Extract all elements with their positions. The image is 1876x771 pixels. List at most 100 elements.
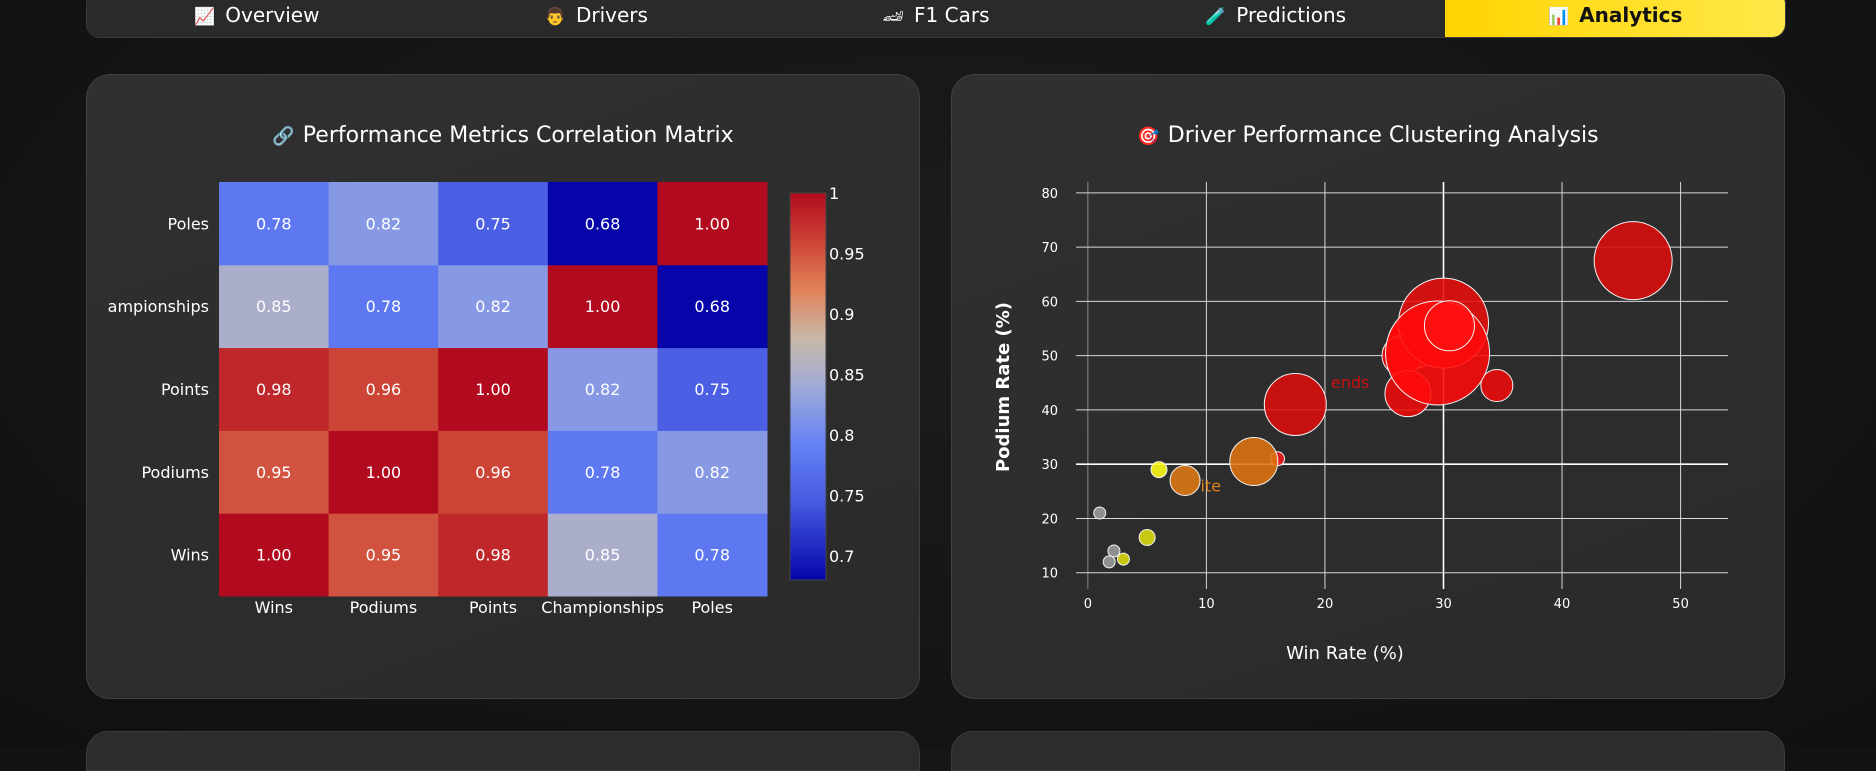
driver-icon: 👨 bbox=[544, 7, 566, 27]
heatmap-cell-label: 0.78 bbox=[366, 297, 402, 316]
x-tick-label: 30 bbox=[1435, 597, 1452, 612]
heatmap-cell bbox=[219, 430, 330, 514]
heatmap-x-tick-label: Wins bbox=[255, 598, 293, 617]
heatmap-cell bbox=[328, 347, 439, 431]
target-icon: 🎯 bbox=[1137, 126, 1160, 147]
clustering-title-text: Driver Performance Clustering Analysis bbox=[1167, 123, 1599, 148]
heatmap-cell-label: 0.98 bbox=[256, 380, 292, 399]
heatmap-cell-label: 0.96 bbox=[475, 463, 511, 482]
y-tick-label: 60 bbox=[1041, 295, 1058, 310]
point-annotation: ends bbox=[1331, 373, 1369, 392]
bar-chart-icon: 📊 bbox=[1547, 7, 1570, 27]
link-icon: 🔗 bbox=[272, 126, 295, 147]
heatmap-cell-label: 0.96 bbox=[366, 380, 402, 399]
heatmap-cell-label: 0.68 bbox=[694, 297, 730, 316]
clustering-scatter: 0 10 20 30 40 50 10 20 30 40 50 60 70 80 ends ite Win Ra… bbox=[993, 182, 1728, 664]
test-tube-icon: 🧪 bbox=[1205, 7, 1227, 27]
heatmap-cell-label: 0.78 bbox=[585, 463, 621, 482]
data-point bbox=[1263, 372, 1327, 436]
heatmap-x-tick-label: Poles bbox=[691, 598, 733, 617]
race-car-icon: 🏎 bbox=[882, 7, 905, 27]
heatmap-cell-label: 0.78 bbox=[256, 214, 292, 233]
tab-label: Drivers bbox=[575, 3, 648, 27]
heatmap-y-tick-label: Podiums bbox=[141, 463, 209, 482]
x-tick-label: 0 bbox=[1084, 597, 1092, 612]
data-point bbox=[1480, 369, 1514, 402]
heatmap-cell bbox=[328, 182, 439, 266]
tab-analytics[interactable]: 📊 Analytics bbox=[1445, 0, 1785, 37]
chart-up-icon: 📈 bbox=[194, 7, 216, 27]
correlation-heatmap: 1.00 0.95 0.98 0.85 0.78 0.95 1.00 0.96 0.78 0.82… bbox=[108, 182, 865, 617]
data-point bbox=[1229, 436, 1279, 486]
colorbar-tick-label: 0.7 bbox=[829, 547, 854, 566]
heatmap-cell-label: 1.00 bbox=[694, 214, 730, 233]
tab-overview[interactable]: 📈 Overview bbox=[87, 0, 427, 37]
heatmap-cell-label: 0.68 bbox=[585, 214, 621, 233]
correlation-title-text: Performance Metrics Correlation Matrix bbox=[302, 123, 734, 148]
heatmap-cell-label: 0.85 bbox=[256, 297, 292, 316]
colorbar-tick-label: 0.9 bbox=[829, 305, 854, 324]
heatmap-y-tick-label: Wins bbox=[171, 546, 209, 565]
heatmap-cell bbox=[547, 182, 658, 266]
y-tick-label: 40 bbox=[1041, 404, 1058, 419]
tab-predictions[interactable]: 🧪 Predictions bbox=[1106, 0, 1446, 37]
heatmap-y-tick-label: Poles bbox=[168, 214, 210, 233]
tab-f1-cars[interactable]: 🏎 F1 Cars bbox=[766, 0, 1106, 37]
y-tick-label: 10 bbox=[1041, 567, 1058, 582]
colorbar-tick-label: 0.75 bbox=[829, 486, 865, 505]
heatmap-cell bbox=[438, 430, 549, 514]
data-point bbox=[1169, 464, 1201, 496]
heatmap-cell bbox=[328, 430, 439, 514]
x-tick-label: 20 bbox=[1317, 597, 1334, 612]
y-tick-label: 50 bbox=[1041, 350, 1058, 365]
heatmap-x-tick-label: Podiums bbox=[350, 598, 418, 617]
heatmap-cell-label: 0.82 bbox=[694, 463, 730, 482]
heatmap-cell-label: 0.95 bbox=[366, 546, 402, 565]
heatmap-cell-label: 0.75 bbox=[475, 214, 511, 233]
next-card-left bbox=[86, 731, 920, 771]
heatmap-cell-label: 0.85 bbox=[585, 546, 621, 565]
heatmap-cell bbox=[438, 264, 549, 349]
heatmap-cell-label: 1.00 bbox=[256, 546, 292, 565]
colorbar-tick-label: 0.8 bbox=[829, 426, 854, 445]
heatmap-cell-label: 0.82 bbox=[585, 380, 621, 399]
x-tick-label: 50 bbox=[1672, 597, 1689, 612]
x-tick-label: 40 bbox=[1554, 597, 1571, 612]
heatmap-cell bbox=[438, 513, 549, 597]
tab-label: Overview bbox=[225, 3, 320, 27]
heatmap-cell bbox=[547, 513, 658, 597]
data-point bbox=[1107, 544, 1121, 558]
heatmap-plot: 1.00 0.95 0.98 0.85 0.78 0.95 1.00 0.96 0.78 0.82… bbox=[108, 182, 768, 617]
heatmap-cell-label: 0.82 bbox=[366, 214, 402, 233]
heatmap-cell bbox=[328, 264, 439, 349]
tab-label: Predictions bbox=[1236, 3, 1347, 27]
y-tick-label: 20 bbox=[1041, 512, 1058, 527]
heatmap-cell bbox=[438, 182, 549, 266]
data-point bbox=[1102, 555, 1116, 569]
data-point bbox=[1138, 528, 1156, 546]
tab-drivers[interactable]: 👨 Drivers bbox=[427, 0, 767, 37]
heatmap-cell bbox=[219, 513, 330, 597]
heatmap-cell-label: 1.00 bbox=[475, 380, 511, 399]
heatmap-cell bbox=[547, 430, 658, 514]
heatmap-cell bbox=[657, 347, 768, 431]
heatmap-cell bbox=[657, 513, 768, 597]
heatmap-cell bbox=[438, 347, 549, 431]
correlation-card: 🔗 Performance Metrics Correlation Matrix … bbox=[86, 74, 920, 699]
heatmap-cell bbox=[219, 182, 330, 266]
y-axis-label: Podium Rate (%) bbox=[993, 302, 1014, 472]
y-tick-label: 30 bbox=[1041, 458, 1058, 473]
heatmap-cell-label: 1.00 bbox=[585, 297, 621, 316]
heatmap-y-tick-label: Points bbox=[161, 380, 209, 399]
tab-label: F1 Cars bbox=[914, 3, 990, 27]
heatmap-x-tick-label: Championships bbox=[541, 598, 664, 617]
heatmap-cell-label: 0.95 bbox=[256, 463, 292, 482]
colorbar-tick-label: 0.95 bbox=[829, 244, 865, 263]
heatmap-cell-label: 0.78 bbox=[694, 546, 730, 565]
clustering-title: 🎯 Driver Performance Clustering Analysis bbox=[952, 123, 1784, 148]
heatmap-cell-label: 0.82 bbox=[475, 297, 511, 316]
colorbar-tick-label: 1 bbox=[829, 184, 839, 203]
top-nav: 📈 Overview 👨 Drivers 🏎 F1 Cars 🧪 Predictions… bbox=[86, 0, 1786, 38]
x-tick-label: 10 bbox=[1198, 597, 1215, 612]
heatmap-cell bbox=[657, 264, 768, 349]
